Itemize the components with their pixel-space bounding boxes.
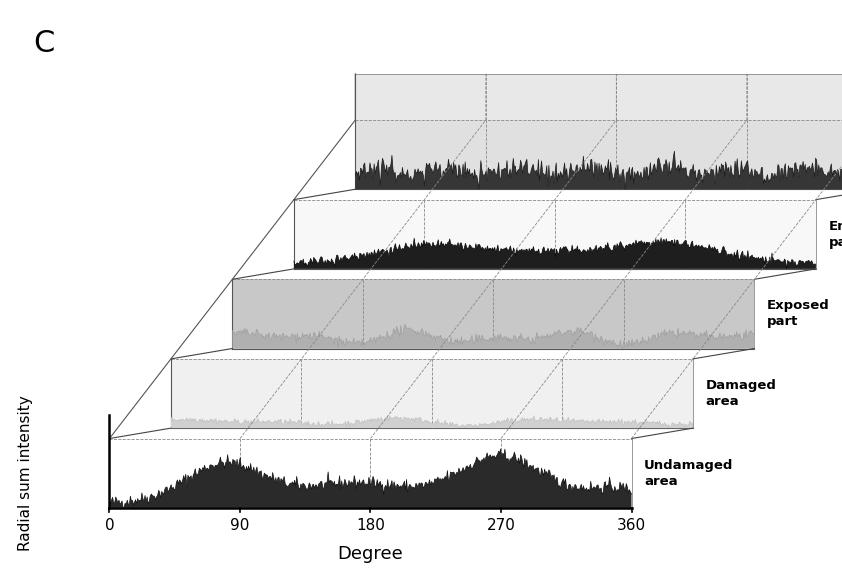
Text: 180: 180 [356, 518, 385, 533]
Text: 360: 360 [617, 518, 646, 533]
Text: Embedded
part: Embedded part [829, 220, 842, 249]
Text: Degree: Degree [338, 545, 403, 563]
Text: 0: 0 [104, 518, 115, 533]
Text: Radial sum intensity: Radial sum intensity [18, 395, 33, 551]
Text: Undamaged
area: Undamaged area [644, 459, 733, 488]
Text: 270: 270 [487, 518, 515, 533]
Text: Damaged
area: Damaged area [706, 379, 776, 408]
Text: 90: 90 [230, 518, 250, 533]
Text: Exposed
part: Exposed part [767, 299, 830, 328]
Text: C: C [34, 29, 55, 58]
